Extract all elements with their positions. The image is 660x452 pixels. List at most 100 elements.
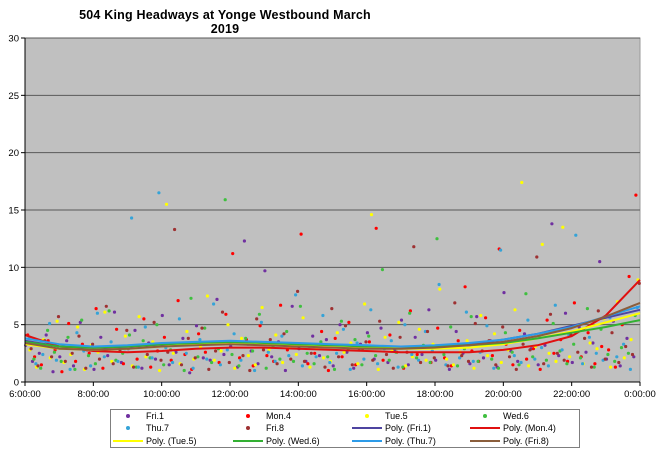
legend-line-icon: [468, 439, 502, 442]
data-point: [37, 351, 41, 355]
data-point: [291, 359, 296, 363]
data-point: [624, 344, 628, 349]
data-point: [39, 363, 44, 367]
data-point: [596, 309, 600, 313]
data-point: [476, 359, 480, 363]
data-point: [266, 350, 270, 354]
data-point: [490, 357, 494, 361]
data-point: [71, 364, 76, 368]
y-tick-label: 15: [8, 206, 19, 217]
data-point: [583, 336, 587, 340]
x-tick-label: 22:00:00: [553, 389, 590, 400]
legend-entry-Poly.-Thu.7-: Poly. (Thu.7): [350, 435, 468, 446]
data-point: [171, 360, 175, 365]
data-point: [230, 352, 234, 357]
data-point: [219, 349, 223, 353]
data-point: [231, 252, 235, 256]
data-point: [585, 307, 590, 311]
data-point: [281, 360, 285, 365]
data-point: [248, 368, 252, 373]
legend-label: Thu.7: [146, 423, 170, 434]
legend-entry-Poly.-Mon.4-: Poly. (Mon.4): [468, 423, 579, 434]
x-tick-label: 0:00:00: [624, 389, 656, 400]
swatch-shape: [470, 439, 500, 442]
legend-entry-Fri.8: Fri.8: [231, 423, 350, 434]
data-point: [44, 333, 48, 337]
data-point: [501, 325, 505, 329]
legend-label: Poly. (Fri.1): [385, 423, 431, 434]
swatch-shape: [233, 439, 263, 442]
swatch-shape: [352, 439, 382, 442]
data-point: [263, 269, 267, 273]
legend-label: Poly. (Tue.5): [146, 435, 197, 446]
data-point: [463, 285, 467, 289]
data-point: [225, 348, 229, 352]
data-point: [39, 366, 43, 370]
data-point: [285, 329, 289, 334]
data-point: [379, 326, 383, 330]
data-point: [598, 260, 602, 264]
data-point: [551, 321, 555, 326]
data-point: [214, 349, 218, 353]
data-point: [481, 356, 486, 360]
data-point: [518, 328, 522, 332]
data-point: [198, 338, 202, 342]
legend-entry-Mon.4: Mon.4: [231, 411, 350, 422]
data-point: [92, 367, 96, 371]
data-point: [56, 315, 61, 319]
data-point: [265, 354, 269, 358]
data-point: [223, 198, 227, 202]
y-tick-label: 0: [14, 378, 19, 389]
data-point: [420, 352, 424, 357]
data-point: [150, 356, 154, 360]
legend-label: Poly. (Wed.6): [266, 435, 320, 446]
data-point: [522, 332, 527, 336]
data-point: [296, 289, 300, 293]
data-point: [241, 354, 245, 358]
data-point: [196, 355, 200, 359]
data-point: [60, 370, 64, 374]
swatch-shape: [365, 414, 369, 419]
data-point: [338, 323, 342, 327]
x-tick-label: 16:00:00: [348, 389, 385, 400]
data-point: [282, 332, 286, 336]
data-point: [205, 357, 209, 361]
data-point: [525, 357, 529, 361]
data-point: [112, 310, 117, 314]
data-point: [302, 359, 307, 363]
data-point: [91, 342, 95, 346]
data-point: [103, 310, 107, 314]
data-point: [264, 366, 268, 370]
legend-entry-Tue.5: Tue.5: [350, 411, 468, 422]
data-point: [326, 368, 330, 373]
data-point: [34, 362, 38, 366]
data-point: [415, 356, 419, 360]
data-point: [437, 282, 441, 287]
data-point: [360, 363, 364, 367]
data-point: [179, 363, 184, 367]
data-point: [581, 362, 585, 366]
data-point: [436, 326, 440, 330]
legend-label: Mon.4: [266, 411, 292, 422]
data-point: [205, 294, 209, 298]
legend-entry-Poly.-Fri.1-: Poly. (Fri.1): [350, 423, 468, 434]
data-point: [313, 351, 317, 355]
data-point: [348, 367, 352, 371]
data-point: [260, 305, 264, 310]
data-point: [158, 368, 162, 373]
data-point: [41, 352, 45, 357]
data-point: [369, 308, 373, 312]
data-point: [384, 352, 389, 357]
data-point: [464, 310, 468, 314]
data-point: [466, 359, 471, 363]
data-point: [78, 320, 82, 324]
data-point: [587, 335, 592, 339]
data-point: [455, 364, 460, 368]
data-point: [376, 362, 380, 366]
data-point: [279, 303, 283, 307]
legend-label: Poly. (Mon.4): [503, 423, 556, 434]
data-point: [73, 367, 77, 371]
data-point: [155, 323, 159, 327]
data-point: [324, 338, 328, 342]
data-point: [200, 326, 204, 330]
